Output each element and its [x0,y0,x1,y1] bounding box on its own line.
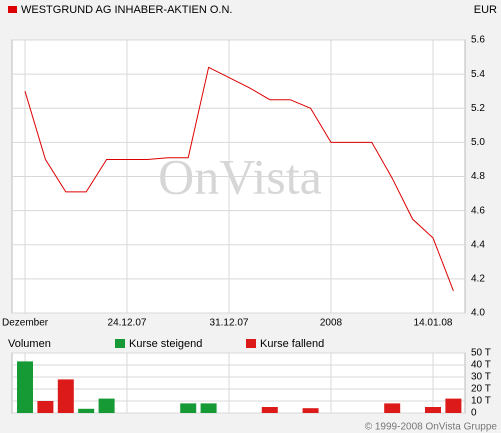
volume-bar [384,403,401,413]
y-tick-label: 50 T [471,348,491,359]
x-tick-label: 24.12.07 [108,318,147,329]
volume-bar [200,403,217,413]
y-tick-label: 4.0 [471,308,485,319]
volume-bar [425,407,441,413]
volume-title: Volumen [8,338,51,350]
y-tick-label: 4.6 [471,205,485,216]
y-tick-label: 4.2 [471,274,485,285]
y-tick-label: 40 T [471,360,491,371]
volume-bar [261,407,278,413]
x-tick-label: 31.12.07 [210,318,249,329]
x-tick-label: 2008 [320,318,343,329]
volume-bar [445,398,462,413]
chart-title: WESTGRUND AG INHABER-AKTIEN O.N. [21,4,232,16]
y-tick-label: 5.6 [471,35,485,46]
y-tick-label: 20 T [471,384,491,395]
price-line [24,66,454,291]
volume-bar [17,361,33,413]
currency: EUR [474,4,497,16]
y-tick-label: 5.2 [471,103,485,114]
legend-label: Kurse fallend [260,338,324,350]
legend-swatch [8,6,17,13]
x-tick-label: 14.01.08 [414,318,453,329]
legend-swatch [246,339,256,348]
legend-label: Kurse steigend [129,338,202,350]
volume-bar [98,398,115,413]
y-tick-label: 30 T [471,372,491,383]
y-tick-label: 10 T [471,396,491,407]
y-tick-label: 5.4 [471,69,485,80]
volume-bar [78,408,95,413]
volume-bar [180,403,197,413]
y-tick-label: 0 [471,408,477,419]
legend-swatch [115,339,125,348]
x-tick-label: Dezember [2,318,49,329]
volume-bar [37,401,54,413]
y-tick-label: 5.0 [471,137,485,148]
y-tick-label: 4.4 [471,239,485,250]
volume-bar [302,408,319,413]
y-tick-label: 4.8 [471,171,485,182]
volume-bar [57,379,74,413]
footer: © 1999-2008 OnVista Gruppe [365,422,498,433]
